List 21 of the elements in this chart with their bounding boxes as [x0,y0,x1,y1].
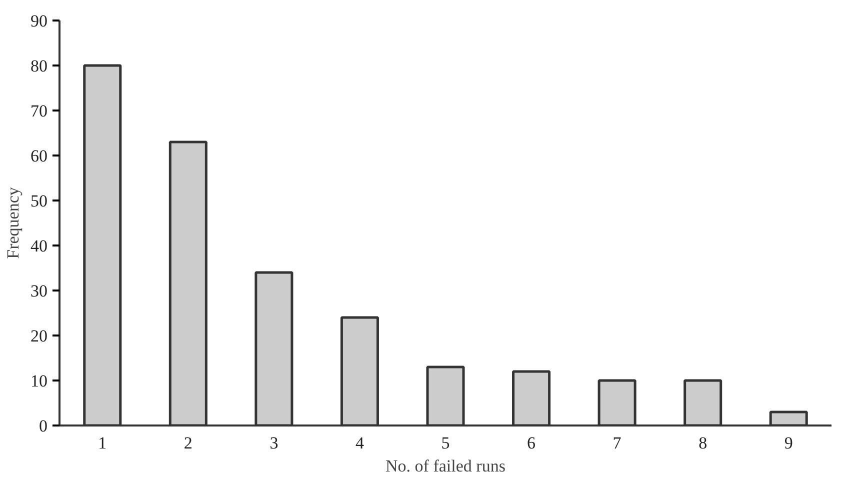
x-tick-label: 3 [270,434,278,452]
x-tick-label: 8 [698,434,708,452]
x-tick-label: 6 [527,434,536,452]
x-tick-label: 1 [98,434,107,452]
x-tick-label: 5 [441,434,450,452]
y-tick-label: 40 [30,236,48,256]
x-tick-label: 7 [612,434,622,452]
x-tick-label: 2 [184,434,192,452]
y-tick-label: 80 [30,56,48,76]
x-tick-label: 4 [355,434,364,452]
y-tick-label: 90 [30,12,48,30]
y-tick-label: 0 [39,416,48,436]
y-tick-label: 20 [30,326,48,346]
x-tick-label: 9 [784,434,793,452]
y-tick-label: 70 [30,102,48,120]
y-tick-label: 10 [30,372,48,390]
y-tick-label: 60 [30,146,48,166]
y-tick-label: 50 [30,192,48,210]
x-axis-title: No. of failed runs [386,456,506,476]
y-axis-title: Frequency [4,186,22,259]
y-tick-label: 30 [30,282,48,300]
